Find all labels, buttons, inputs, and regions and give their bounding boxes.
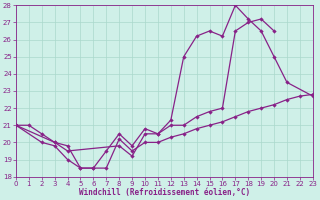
- X-axis label: Windchill (Refroidissement éolien,°C): Windchill (Refroidissement éolien,°C): [79, 188, 250, 197]
